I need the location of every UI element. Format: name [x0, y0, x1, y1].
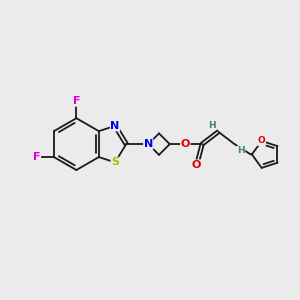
Text: F: F [33, 152, 40, 162]
Text: N: N [144, 139, 153, 149]
Text: N: N [110, 121, 120, 131]
Text: O: O [181, 139, 190, 149]
Text: F: F [73, 96, 80, 106]
Text: H: H [208, 121, 216, 130]
Text: O: O [258, 136, 266, 146]
Text: S: S [111, 158, 119, 167]
Text: O: O [191, 160, 201, 170]
Text: H: H [237, 146, 245, 155]
